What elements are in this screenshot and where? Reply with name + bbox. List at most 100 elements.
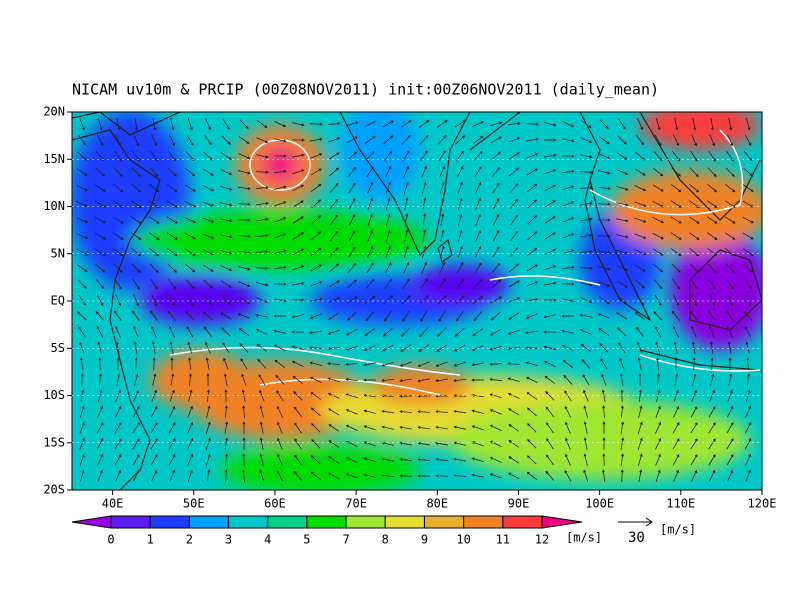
wind-arrow [256,217,269,222]
wind-arrow [471,409,484,414]
wind-arrow [95,279,105,290]
wind-arrow [472,328,484,337]
wind-arrow [224,437,229,450]
wind-arrow [672,278,681,290]
wind-arrow [507,472,520,480]
x-tick-label: 100E [585,497,614,511]
wind-arrow [399,474,413,478]
wind-arrow [419,327,429,337]
wind-arrow [241,469,246,483]
wind-arrow [634,233,647,239]
colorbar-label: 1 [147,533,154,547]
wind-arrow [363,457,376,463]
wind-arrow [77,151,87,161]
wind-arrow [222,342,230,354]
wind-arrow [311,231,322,241]
wind-arrow [97,469,103,482]
wind-arrow [133,325,139,338]
wind-arrow [330,214,339,226]
wind-arrow [115,294,122,307]
wind-arrow [726,405,734,418]
wind-arrow [509,167,520,177]
colorbar-label: 10 [456,533,470,547]
wind-arrow [508,408,520,416]
wind-arrow [381,409,394,414]
wind-arrow [403,181,409,194]
wind-arrow [417,410,431,414]
wind-arrow [293,406,302,417]
wind-arrow [455,135,466,145]
wind-arrow [656,389,661,402]
wind-arrow [634,168,646,176]
wind-arrow [417,394,431,398]
wind-arrow [579,186,593,190]
x-tick-label: 60E [264,497,286,511]
wind-arrow [744,437,752,450]
wind-arrow [224,405,228,419]
colorbar-box [423,515,465,529]
wind-arrow [186,134,194,146]
wind-arrow [274,233,287,239]
wind-arrow [255,170,269,174]
wind-arrow [527,231,538,241]
wind-arrow [152,357,156,371]
wind-arrow [113,310,122,322]
wind-arrow [726,438,734,450]
x-tick-label: 110E [666,497,695,511]
wind-arrow [564,390,572,402]
wind-arrow [457,229,463,242]
wind-arrow [311,215,321,225]
wind-arrow [656,373,660,387]
wind-arrow [292,375,304,384]
wind-arrow [131,183,142,193]
wind-arrow [112,232,124,240]
wind-arrow [274,185,287,190]
wind-arrow [674,357,678,371]
wind-arrow [439,181,445,194]
wind-arrow [525,361,538,366]
wind-arrow [187,469,193,482]
wind-arrow [292,265,305,271]
wind-arrow [526,281,539,287]
wind-arrow [706,232,718,240]
wind-arrow [727,469,734,482]
wind-arrow [275,374,285,385]
wind-arrow [421,181,427,194]
wind-arrow [489,424,502,431]
wind-arrow [348,198,356,210]
wind-arrow [346,121,359,127]
wind-arrow [545,406,555,417]
wind-arrow [205,118,212,131]
wind-arrow [489,362,503,366]
wind-arrow [653,279,663,290]
wind-arrow [490,328,502,336]
wind-arrow [328,440,340,448]
wind-arrow [76,217,89,223]
wind-arrow [620,469,624,483]
wind-arrow [256,297,269,304]
wind-arrow [256,120,268,129]
wind-arrow [597,313,610,319]
wind-arrow [616,265,629,272]
wind-arrow [383,135,394,145]
wind-arrow [404,229,409,242]
wind-arrow [274,169,287,174]
wind-arrow [327,377,340,383]
wind-arrow [456,261,464,274]
wind-arrow [579,266,593,270]
wind-arrow [580,137,593,144]
wind-arrow [707,247,718,257]
wind-arrow [690,406,698,418]
wind-arrow [561,154,575,158]
wind-arrow [724,232,736,240]
wind-arrow [597,250,611,255]
wind-arrow [489,409,502,415]
wind-arrow [400,120,412,128]
wind-arrow [691,294,697,307]
wind-arrow [673,389,679,402]
wind-arrow [187,405,193,418]
wind-arrow [670,216,682,224]
wind-arrow [367,245,374,258]
y-tick-label: 5S [51,341,65,355]
wind-vectors [76,118,755,483]
